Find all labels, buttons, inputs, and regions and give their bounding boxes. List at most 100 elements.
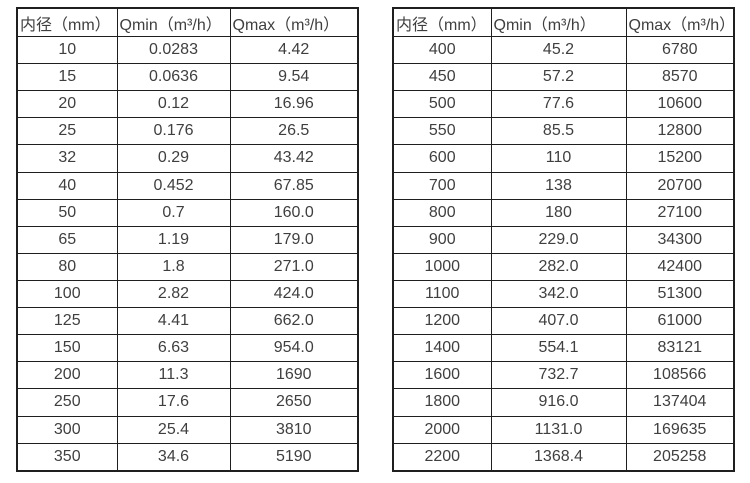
qmax-cell: 83121 <box>625 334 735 363</box>
qmin-cell: 1.8 <box>116 252 231 281</box>
diameter-cell: 1100 <box>392 279 492 309</box>
diameter-cell: 50 <box>16 198 118 227</box>
qmax-cell: 67.85 <box>229 171 359 200</box>
diameter-cell: 65 <box>16 225 118 254</box>
diameter-cell: 550 <box>392 117 492 146</box>
table-row: 500 77.6 10600 <box>392 90 735 119</box>
diameter-cell: 80 <box>16 252 118 281</box>
qmax-cell: 169635 <box>625 415 735 444</box>
diameter-cell: 400 <box>392 35 492 65</box>
qmin-cell: 138 <box>490 171 627 200</box>
qmax-cell: 15200 <box>625 144 735 173</box>
table-row: 10 0.0283 4.42 <box>16 35 359 65</box>
qmax-cell: 108566 <box>625 361 735 390</box>
diameter-column-header: 内径（mm） <box>16 7 118 37</box>
diameter-cell: 1600 <box>392 361 492 390</box>
qmin-cell: 17.6 <box>116 388 231 417</box>
qmin-cell: 0.7 <box>116 198 231 227</box>
table-row: 700 138 20700 <box>392 171 735 200</box>
table-row: 50 0.7 160.0 <box>16 198 359 227</box>
qmax-cell: 34300 <box>625 225 735 254</box>
qmax-cell: 271.0 <box>229 252 359 281</box>
table-row: 250 17.6 2650 <box>16 388 359 417</box>
diameter-cell: 32 <box>16 144 118 173</box>
qmax-column-header: Qmax（m³/h） <box>625 7 735 37</box>
qmax-cell: 424.0 <box>229 279 359 309</box>
diameter-cell: 10 <box>16 35 118 65</box>
qmin-cell: 110 <box>490 144 627 173</box>
qmax-cell: 61000 <box>625 307 735 336</box>
table-row: 450 57.2 8570 <box>392 63 735 92</box>
qmax-cell: 3810 <box>229 415 359 444</box>
diameter-cell: 900 <box>392 225 492 254</box>
qmax-column-header: Qmax（m³/h） <box>229 7 359 37</box>
diameter-cell: 1200 <box>392 307 492 336</box>
qmax-cell: 20700 <box>625 171 735 200</box>
table-row: 65 1.19 179.0 <box>16 225 359 254</box>
diameter-cell: 1400 <box>392 334 492 363</box>
table-row: 1200 407.0 61000 <box>392 307 735 336</box>
qmin-cell: 732.7 <box>490 361 627 390</box>
table-row: 2000 1131.0 169635 <box>392 415 735 444</box>
table-row: 15 0.0636 9.54 <box>16 63 359 92</box>
qmax-cell: 27100 <box>625 198 735 227</box>
diameter-cell: 2000 <box>392 415 492 444</box>
qmin-cell: 407.0 <box>490 307 627 336</box>
qmin-cell: 11.3 <box>116 361 231 390</box>
table-row: 125 4.41 662.0 <box>16 307 359 336</box>
diameter-cell: 300 <box>16 415 118 444</box>
qmax-cell: 2650 <box>229 388 359 417</box>
qmax-cell: 4.42 <box>229 35 359 65</box>
diameter-cell: 2200 <box>392 442 492 472</box>
table-row: 1600 732.7 108566 <box>392 361 735 390</box>
flow-table-large-diameters: 内径（mm） Qmin（m³/h） Qmax（m³/h） 400 45.2 6780 45… <box>392 7 735 472</box>
diameter-cell: 1000 <box>392 252 492 281</box>
qmax-cell: 12800 <box>625 117 735 146</box>
table-row: 32 0.29 43.42 <box>16 144 359 173</box>
diameter-cell: 450 <box>392 63 492 92</box>
table-row: 2200 1368.4 205258 <box>392 442 735 472</box>
qmin-cell: 282.0 <box>490 252 627 281</box>
qmin-cell: 45.2 <box>490 35 627 65</box>
qmin-cell: 1.19 <box>116 225 231 254</box>
diameter-cell: 200 <box>16 361 118 390</box>
table-row: 1800 916.0 137404 <box>392 388 735 417</box>
table-row: 900 229.0 34300 <box>392 225 735 254</box>
table-row: 100 2.82 424.0 <box>16 279 359 309</box>
diameter-cell: 40 <box>16 171 118 200</box>
qmax-cell: 5190 <box>229 442 359 472</box>
table-row: 1000 282.0 42400 <box>392 252 735 281</box>
qmin-cell: 25.4 <box>116 415 231 444</box>
qmin-column-header: Qmin（m³/h） <box>116 7 231 37</box>
table-row: 40 0.452 67.85 <box>16 171 359 200</box>
diameter-cell: 20 <box>16 90 118 119</box>
qmax-cell: 137404 <box>625 388 735 417</box>
qmax-cell: 205258 <box>625 442 735 472</box>
table-row: 350 34.6 5190 <box>16 442 359 472</box>
qmin-cell: 0.176 <box>116 117 231 146</box>
table-row: 800 180 27100 <box>392 198 735 227</box>
table-row: 80 1.8 271.0 <box>16 252 359 281</box>
qmax-cell: 10600 <box>625 90 735 119</box>
diameter-cell: 250 <box>16 388 118 417</box>
qmax-cell: 8570 <box>625 63 735 92</box>
qmax-cell: 6780 <box>625 35 735 65</box>
table-row: 600 110 15200 <box>392 144 735 173</box>
qmax-cell: 1690 <box>229 361 359 390</box>
qmin-cell: 6.63 <box>116 334 231 363</box>
diameter-cell: 800 <box>392 198 492 227</box>
diameter-cell: 150 <box>16 334 118 363</box>
diameter-cell: 125 <box>16 307 118 336</box>
qmax-cell: 16.96 <box>229 90 359 119</box>
qmin-cell: 0.0283 <box>116 35 231 65</box>
qmin-cell: 0.29 <box>116 144 231 173</box>
qmin-cell: 180 <box>490 198 627 227</box>
header-row: 内径（mm） Qmin（m³/h） Qmax（m³/h） <box>392 7 735 37</box>
table-row: 25 0.176 26.5 <box>16 117 359 146</box>
table-row: 1400 554.1 83121 <box>392 334 735 363</box>
qmin-cell: 0.12 <box>116 90 231 119</box>
qmax-cell: 662.0 <box>229 307 359 336</box>
qmin-cell: 1131.0 <box>490 415 627 444</box>
diameter-cell: 600 <box>392 144 492 173</box>
